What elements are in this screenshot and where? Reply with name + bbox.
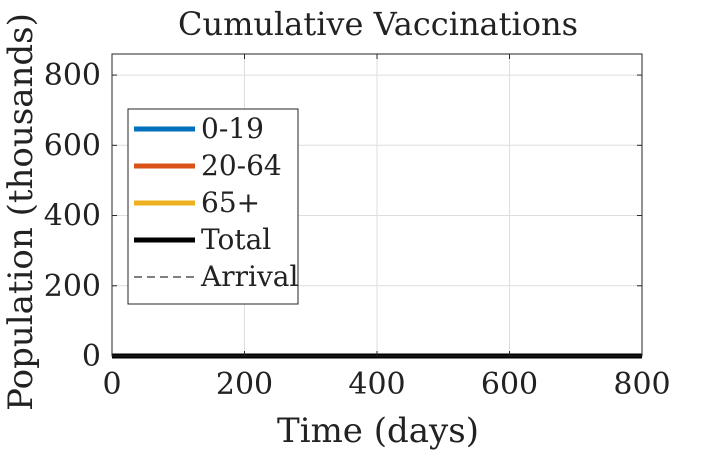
x-tick-label: 0 bbox=[102, 367, 121, 402]
legend-label: 20-64 bbox=[201, 149, 282, 182]
legend: 0-19 20-64 65+ Total Arrival bbox=[127, 108, 299, 305]
y-tick-label: 200 bbox=[44, 269, 101, 304]
y-tick-label: 400 bbox=[44, 199, 101, 234]
legend-box bbox=[127, 108, 299, 305]
x-tick-label: 600 bbox=[481, 367, 538, 402]
legend-label: 65+ bbox=[201, 186, 260, 219]
chart-title: Cumulative Vaccinations bbox=[178, 5, 578, 43]
x-tick-label: 200 bbox=[216, 367, 273, 402]
legend-label: 0-19 bbox=[201, 112, 264, 145]
legend-label: Arrival bbox=[200, 260, 298, 293]
x-tick-label: 800 bbox=[613, 367, 670, 402]
y-tick-label: 0 bbox=[82, 339, 101, 374]
legend-label: Total bbox=[201, 223, 271, 256]
y-axis-label: Population (thousands) bbox=[1, 13, 41, 411]
x-tick-label: 400 bbox=[348, 367, 405, 402]
y-tick-label: 600 bbox=[44, 128, 101, 163]
y-tick-label: 800 bbox=[44, 58, 101, 93]
ticks: 0 200 400 600 800 0 200 400 600 800 bbox=[44, 54, 671, 402]
x-axis-label: Time (days) bbox=[277, 411, 479, 451]
